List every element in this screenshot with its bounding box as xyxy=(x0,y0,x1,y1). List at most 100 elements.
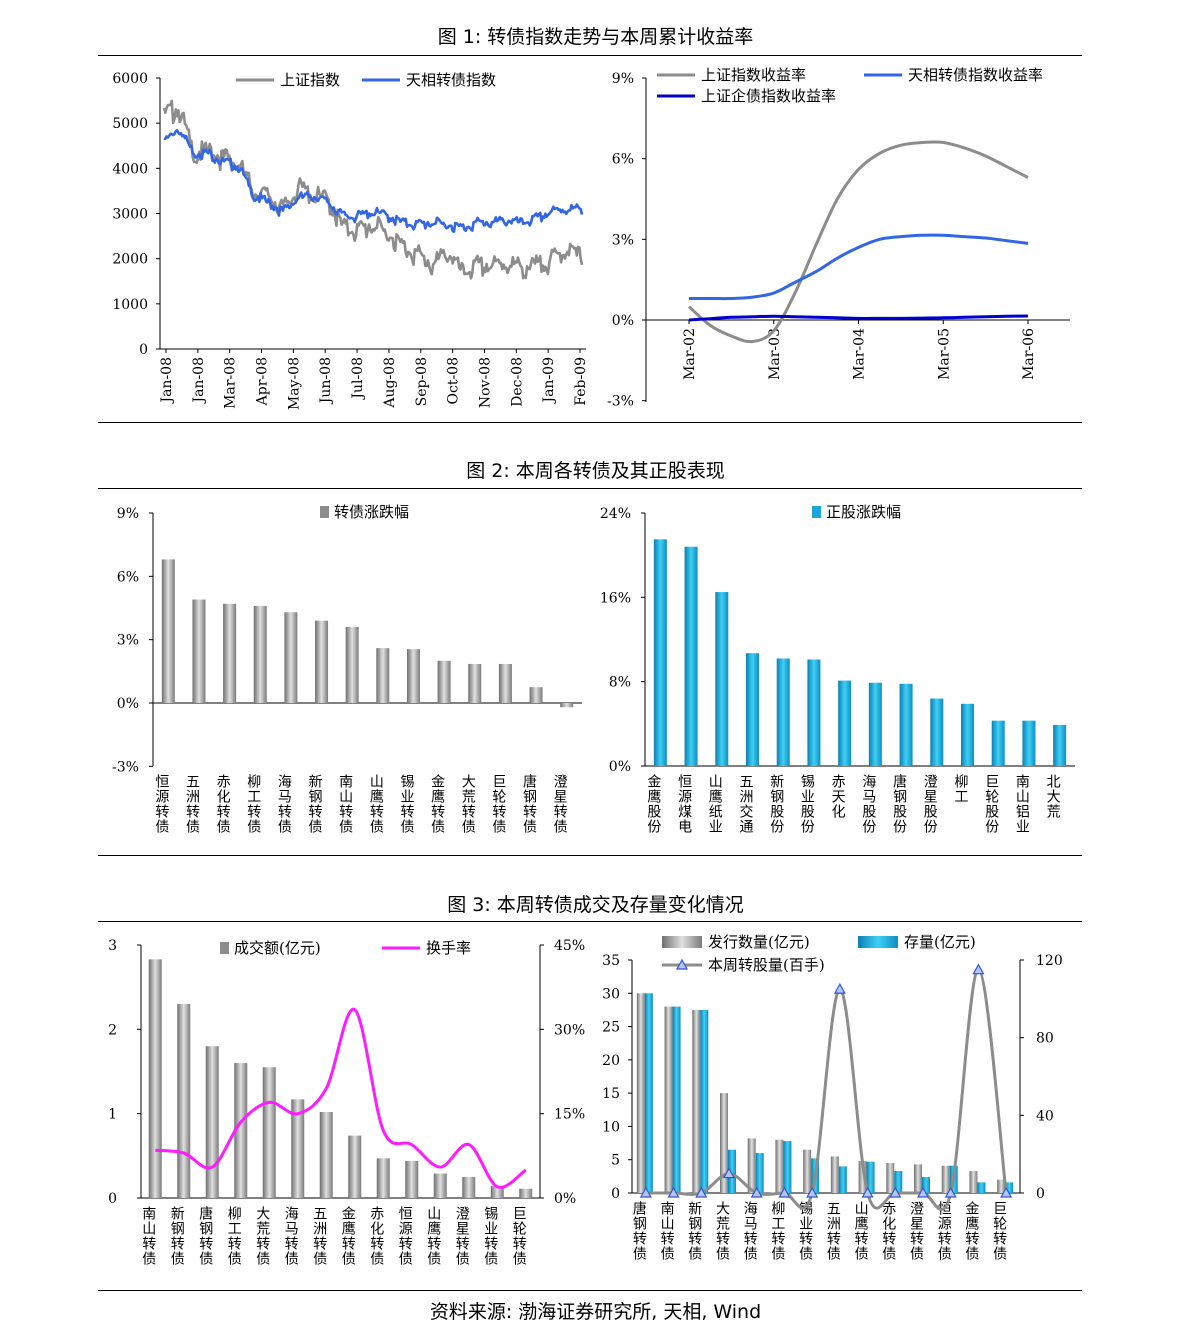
c1-y-tick-label: 2000 xyxy=(112,252,148,268)
c6-bar-stock xyxy=(866,1161,875,1193)
c6-x-tick-label: 新钢转债 xyxy=(686,1201,702,1261)
c3-y-tick-label: 9% xyxy=(117,506,139,522)
c1-y-tick-label: 6000 xyxy=(112,71,148,87)
c3-bar xyxy=(376,648,390,703)
c5-bar xyxy=(291,1099,305,1198)
c1-x-tick-label: Oct-08 xyxy=(446,357,462,405)
c6-x-tick-label: 恒源转债 xyxy=(936,1201,952,1261)
c6-y-tick-label: 25 xyxy=(602,1020,620,1036)
c1-series-shanghai xyxy=(162,99,584,280)
c3-bar xyxy=(161,559,175,703)
c1-x-tick-label: Jan-08 xyxy=(191,357,207,405)
c4-x-tick-label: 恒源煤电 xyxy=(676,774,692,834)
c6-y-tick-label: 20 xyxy=(602,1053,620,1069)
c4-bar xyxy=(715,592,729,766)
c4-bar xyxy=(868,682,882,766)
c4-y-tick-label: 24% xyxy=(600,506,631,522)
c4-y-tick-label: 0% xyxy=(609,759,631,775)
c1-x-tick-label: Dec-08 xyxy=(509,357,525,407)
c3-x-tick-label: 唐钢转债 xyxy=(521,773,537,834)
c2-series-sh-return xyxy=(687,140,1029,344)
c5-bar xyxy=(376,1158,390,1198)
c6-bar-stock xyxy=(644,993,653,1193)
c1-x-tick-label: Jan-09 xyxy=(541,357,557,405)
c4-legend-label: 正股涨跌幅 xyxy=(826,503,901,521)
c3-x-tick-label: 金鹰转债 xyxy=(429,774,445,834)
c1-x-tick-label: Nov-08 xyxy=(477,357,493,408)
c6-conversion-marker xyxy=(750,1186,763,1198)
c6-x-tick-label: 赤化转债 xyxy=(880,1201,896,1261)
c2-x-tick-label: Mar-04 xyxy=(852,328,868,380)
c6-conversion-marker xyxy=(722,1167,736,1179)
c4-y-tick-label: 8% xyxy=(609,675,631,691)
c3-bar xyxy=(345,627,359,703)
c4-bar xyxy=(684,546,698,766)
c6-conversion-marker xyxy=(806,1186,819,1198)
c1-x-tick-label: Apr-08 xyxy=(255,357,271,406)
c5-bar xyxy=(490,1186,504,1198)
c5-bar xyxy=(205,1046,219,1198)
c6-bar-issue xyxy=(775,1139,784,1193)
c2-y-tick-label: 9% xyxy=(612,71,634,87)
c5-y-tick-label: 2 xyxy=(108,1022,117,1038)
c2-legend-sh-label: 上证指数收益率 xyxy=(701,66,806,84)
c6-y2-tick-label: 40 xyxy=(1036,1108,1054,1124)
c6-x-tick-label: 巨轮转债 xyxy=(991,1201,1007,1261)
c6-legend-issue-label: 发行数量(亿元) xyxy=(708,933,810,951)
c5-y2-tick-label: 45% xyxy=(554,938,585,954)
c6-bar-issue xyxy=(886,1163,895,1193)
c6-conversion-marker xyxy=(833,982,846,994)
c6-bar-stock xyxy=(977,1182,986,1193)
c3-x-tick-label: 澄星转债 xyxy=(552,774,568,834)
c6-bar-stock xyxy=(755,1153,764,1193)
c6-bar-issue xyxy=(692,1009,701,1193)
c3-bar xyxy=(223,603,237,703)
c3-x-tick-label: 巨轮转债 xyxy=(490,774,506,834)
c3-bar xyxy=(437,660,451,703)
c5-legend-amount-label: 成交额(亿元) xyxy=(234,939,321,957)
c4-x-tick-label: 澄星股份 xyxy=(922,774,938,834)
c4-legend-swatch xyxy=(812,506,821,518)
c6-y2-tick-label: 0 xyxy=(1036,1186,1045,1202)
c6-bar-stock xyxy=(700,1009,709,1193)
c1-x-tick-label: May-08 xyxy=(286,357,302,410)
c4-x-tick-label: 唐钢股份 xyxy=(891,773,907,834)
c4-x-tick-label: 赤天化 xyxy=(830,774,846,819)
c6-conversion-marker xyxy=(639,1186,652,1198)
c4-bar xyxy=(838,680,852,766)
c4-x-tick-label: 海马股份 xyxy=(860,774,876,834)
c4-x-tick-label: 新钢股份 xyxy=(768,774,784,834)
c4-x-tick-label: 五洲交通 xyxy=(738,774,754,834)
c2-y-tick-label: -3% xyxy=(607,394,634,410)
c4-bar xyxy=(807,659,821,766)
c6-y2-tick-label: 80 xyxy=(1036,1031,1054,1047)
c6-bar-issue xyxy=(720,1093,728,1193)
c6-conversion-marker xyxy=(944,1186,957,1198)
c4-x-tick-label: 金鹰股份 xyxy=(645,774,661,834)
c5-x-tick-label: 南山转债 xyxy=(140,1206,156,1266)
c4-x-tick-label: 山鹰纸业 xyxy=(707,774,723,834)
c5-bar xyxy=(319,1111,333,1198)
c2-y-tick-label: 3% xyxy=(612,232,634,248)
c2-series-qz-return xyxy=(688,314,1029,322)
c6-legend-conv-label: 本周转股量(百手) xyxy=(708,956,825,974)
c6-conversion-marker xyxy=(972,963,985,975)
c5-x-tick-label: 赤化转债 xyxy=(368,1206,384,1266)
c6-bar-stock xyxy=(838,1166,847,1193)
c6-bar-stock xyxy=(783,1141,792,1193)
c2-legend-tx-label: 天相转债指数收益率 xyxy=(908,66,1043,84)
c5-x-tick-label: 柳工转债 xyxy=(226,1205,242,1266)
c5-x-tick-label: 山鹰转债 xyxy=(425,1206,441,1266)
c6-legend-conv-marker xyxy=(675,958,689,970)
figure-3-bottom-rule xyxy=(98,1290,1082,1291)
c3-bar xyxy=(560,703,574,708)
c3-bar xyxy=(315,620,329,703)
c1-y-tick-label: 4000 xyxy=(112,161,148,177)
c2-x-tick-label: Mar-05 xyxy=(936,328,952,380)
c5-y2-tick-label: 30% xyxy=(554,1022,585,1038)
c5-series-turnover-rate xyxy=(155,1008,527,1189)
c6-bar-stock xyxy=(922,1177,930,1193)
c3-y-tick-label: -3% xyxy=(112,759,139,775)
c1-x-tick-label: Aug-08 xyxy=(382,357,398,409)
